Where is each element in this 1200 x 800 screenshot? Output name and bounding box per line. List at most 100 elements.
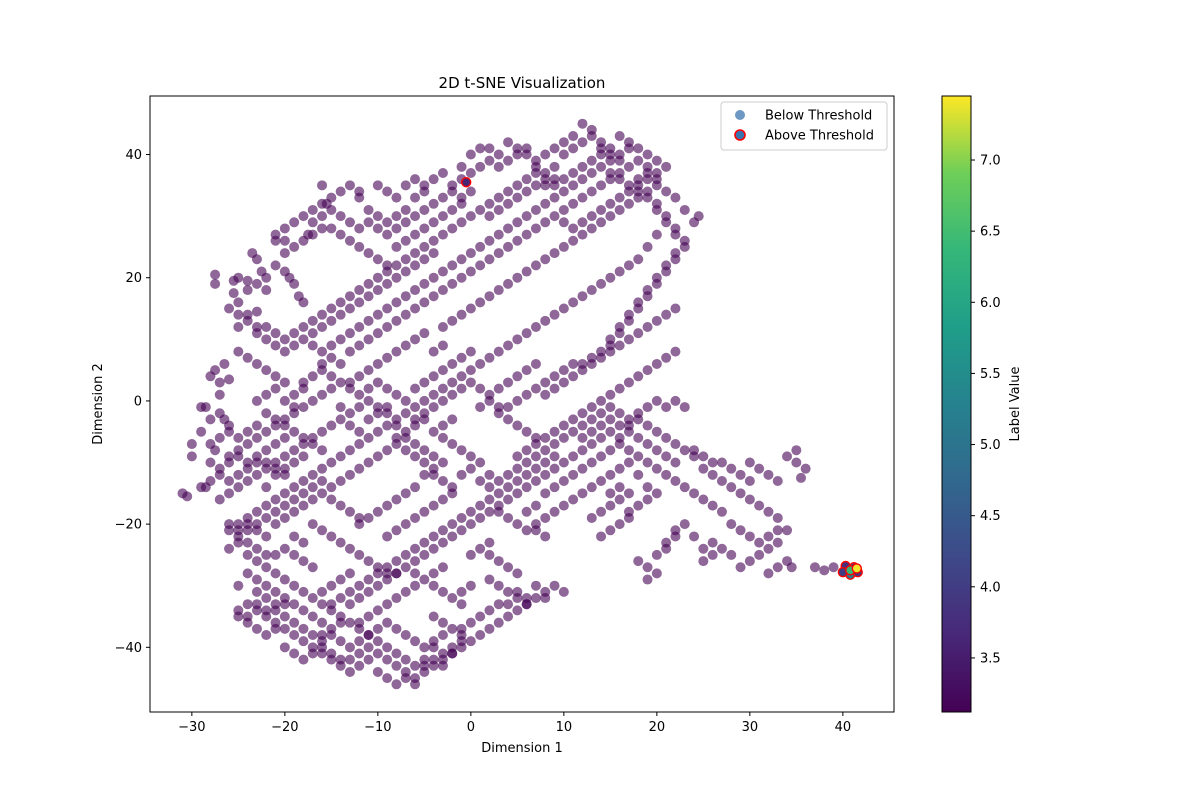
colorbar-label: Label Value xyxy=(1008,367,1023,442)
point-below-threshold xyxy=(512,476,523,486)
point-below-threshold xyxy=(493,488,504,499)
point-below-threshold xyxy=(530,358,541,369)
x-tick-label: 10 xyxy=(556,720,573,735)
point-below-threshold xyxy=(251,358,262,369)
point-below-threshold xyxy=(437,457,448,468)
point-below-threshold xyxy=(558,241,569,252)
point-below-threshold xyxy=(465,168,476,178)
point-below-threshold xyxy=(577,192,588,203)
point-below-threshold xyxy=(623,315,634,326)
point-below-threshold xyxy=(289,402,300,413)
point-below-threshold xyxy=(307,371,318,382)
point-below-threshold xyxy=(512,180,523,191)
point-below-threshold xyxy=(642,482,653,493)
point-below-threshold xyxy=(503,586,514,597)
point-below-threshold xyxy=(233,322,244,332)
point-below-threshold xyxy=(763,469,774,480)
point-below-threshold xyxy=(410,192,421,203)
point-below-threshold xyxy=(289,549,300,560)
point-below-threshold xyxy=(372,623,383,634)
point-below-threshold xyxy=(503,340,514,351)
point-below-threshold xyxy=(605,211,616,222)
point-below-threshold xyxy=(382,500,393,511)
point-below-threshold xyxy=(400,217,411,228)
point-below-threshold xyxy=(465,365,476,376)
point-below-threshold xyxy=(289,580,300,591)
point-below-threshold xyxy=(772,537,783,548)
point-below-threshold xyxy=(400,666,411,677)
point-below-threshold xyxy=(596,408,607,419)
point-below-threshold xyxy=(419,278,430,289)
point-below-threshold xyxy=(437,211,448,222)
point-below-threshold xyxy=(182,491,193,502)
colorbar-tick-label: 4.5 xyxy=(980,509,1001,524)
point-below-threshold xyxy=(242,537,253,548)
point-below-threshold xyxy=(298,654,309,665)
point-below-threshold xyxy=(382,186,393,197)
point-below-threshold xyxy=(372,211,383,222)
point-below-threshold xyxy=(651,278,662,289)
point-below-threshold xyxy=(623,161,634,172)
point-below-threshold xyxy=(586,352,597,363)
point-below-threshold xyxy=(475,630,486,640)
point-below-threshold xyxy=(437,168,448,178)
point-below-threshold xyxy=(605,168,616,178)
point-below-threshold xyxy=(447,482,458,493)
point-below-threshold xyxy=(335,574,346,585)
point-below-threshold xyxy=(568,469,579,480)
point-below-threshold xyxy=(372,648,383,659)
point-below-threshold xyxy=(698,494,709,505)
point-below-threshold xyxy=(317,180,328,191)
point-below-threshold xyxy=(456,161,467,172)
point-below-threshold xyxy=(642,365,653,376)
point-below-threshold xyxy=(335,377,346,388)
point-below-threshold xyxy=(623,180,634,191)
point-below-threshold xyxy=(326,494,337,505)
point-below-threshold xyxy=(363,217,374,228)
point-below-threshold xyxy=(475,543,486,554)
point-below-threshold xyxy=(382,229,393,240)
point-below-threshold xyxy=(558,174,569,185)
point-below-threshold xyxy=(549,248,560,259)
point-below-threshold xyxy=(317,463,328,474)
point-below-threshold xyxy=(503,494,514,505)
point-below-threshold xyxy=(410,383,421,394)
point-below-threshold xyxy=(586,168,597,178)
point-below-threshold xyxy=(224,420,235,431)
point-below-threshold xyxy=(586,155,597,166)
point-below-threshold xyxy=(503,241,514,252)
point-below-threshold xyxy=(475,611,486,622)
point-below-threshold xyxy=(447,260,458,271)
point-below-threshold xyxy=(549,309,560,320)
point-below-threshold xyxy=(410,303,421,314)
point-below-threshold xyxy=(326,371,337,382)
point-below-threshold xyxy=(261,580,272,591)
point-below-threshold xyxy=(568,223,579,234)
point-below-threshold xyxy=(596,531,607,542)
y-tick-label: 0 xyxy=(134,394,142,409)
point-below-threshold xyxy=(410,482,421,493)
point-below-threshold xyxy=(410,556,421,567)
point-below-threshold xyxy=(400,291,411,302)
point-below-threshold xyxy=(400,309,411,320)
point-below-threshold xyxy=(279,377,290,388)
point-below-threshold xyxy=(521,389,532,400)
point-below-threshold xyxy=(228,288,239,299)
point-below-threshold xyxy=(605,426,616,437)
point-below-threshold xyxy=(437,476,448,486)
point-below-threshold xyxy=(558,365,569,376)
point-below-threshold xyxy=(744,476,755,486)
point-below-threshold xyxy=(521,445,532,456)
point-below-threshold xyxy=(344,235,355,246)
point-below-threshold xyxy=(549,439,560,450)
point-below-threshold xyxy=(549,161,560,172)
point-below-threshold xyxy=(298,488,309,499)
point-below-threshold xyxy=(503,198,514,209)
point-below-threshold xyxy=(447,414,458,425)
point-below-threshold xyxy=(530,223,541,234)
colorbar-tick-label: 5.5 xyxy=(980,367,1001,382)
point-below-threshold xyxy=(242,549,253,560)
point-below-threshold xyxy=(465,617,476,628)
point-below-threshold xyxy=(605,500,616,511)
point-below-threshold xyxy=(465,186,476,197)
